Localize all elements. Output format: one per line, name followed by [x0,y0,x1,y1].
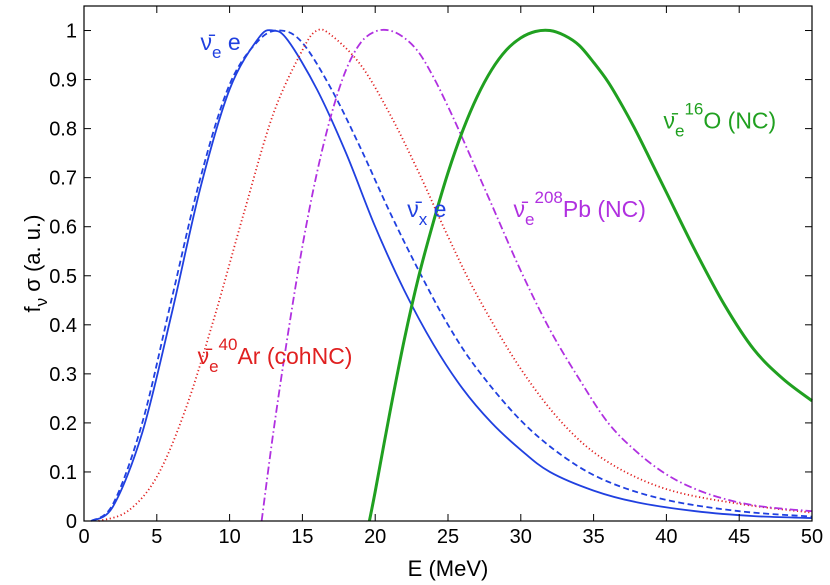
series-annotation-2: ν̄x e [407,196,446,229]
series-line-5 [367,28,813,522]
x-tick-label: 20 [364,526,386,548]
x-tick-label: 50 [801,526,823,548]
x-axis-title: E (MeV) [408,556,489,581]
y-tick-label: 0.7 [49,168,77,190]
x-tick-label: 10 [218,526,240,548]
y-tick-label: 0.1 [49,462,77,484]
y-tick-label: 0.4 [49,315,77,337]
x-tick-label: 40 [655,526,677,548]
y-tick-label: 0.6 [49,217,77,239]
y-axis-title-rest: σ (a. u.) [20,215,45,298]
x-tick-label: 35 [582,526,604,548]
y-tick-label: 0.5 [49,266,77,288]
curves-layer [90,28,813,522]
x-tick-label: 25 [437,526,459,548]
series-annotation-3: ν̄e40Ar (cohNC) [198,335,353,376]
x-tick-label: 15 [291,526,313,548]
y-tick-label: 0 [66,511,77,533]
series-annotation-1: ν̄e e [200,29,240,62]
y-tick-label: 0.2 [49,413,77,435]
y-tick-label: 0.3 [49,364,77,386]
x-tick-label: 0 [78,526,89,548]
y-axis-title-sub: ν [32,298,51,307]
y-axis-title-f: f [20,305,45,312]
series-line-3 [98,28,813,522]
x-tick-label: 5 [151,526,162,548]
x-tick-label: 45 [728,526,750,548]
y-tick-label: 1 [66,21,77,43]
series-annotation-4: ν̄e208Pb (NC) [514,188,646,229]
x-tick-label: 30 [510,526,532,548]
series-line-2 [90,29,813,522]
series-annotation-5: ν̄e16O (NC) [663,100,776,141]
series-line-1 [90,29,813,522]
y-axis-title: fν σ (a. u.) [20,215,51,313]
y-tick-label: 0.8 [49,119,77,141]
ticks-layer: 0 5 10 15 20 25 30 35 40 45 50 0 0.1 0.2 0.3 0.4 0.5 0.6 0… [49,6,823,548]
series-line-4 [260,28,813,522]
y-tick-label: 0.9 [49,70,77,92]
annotations-layer: ν̄e e ν̄x e ν̄e40Ar (cohNC) ν̄e208Pb (NC) ν̄… [198,29,777,376]
